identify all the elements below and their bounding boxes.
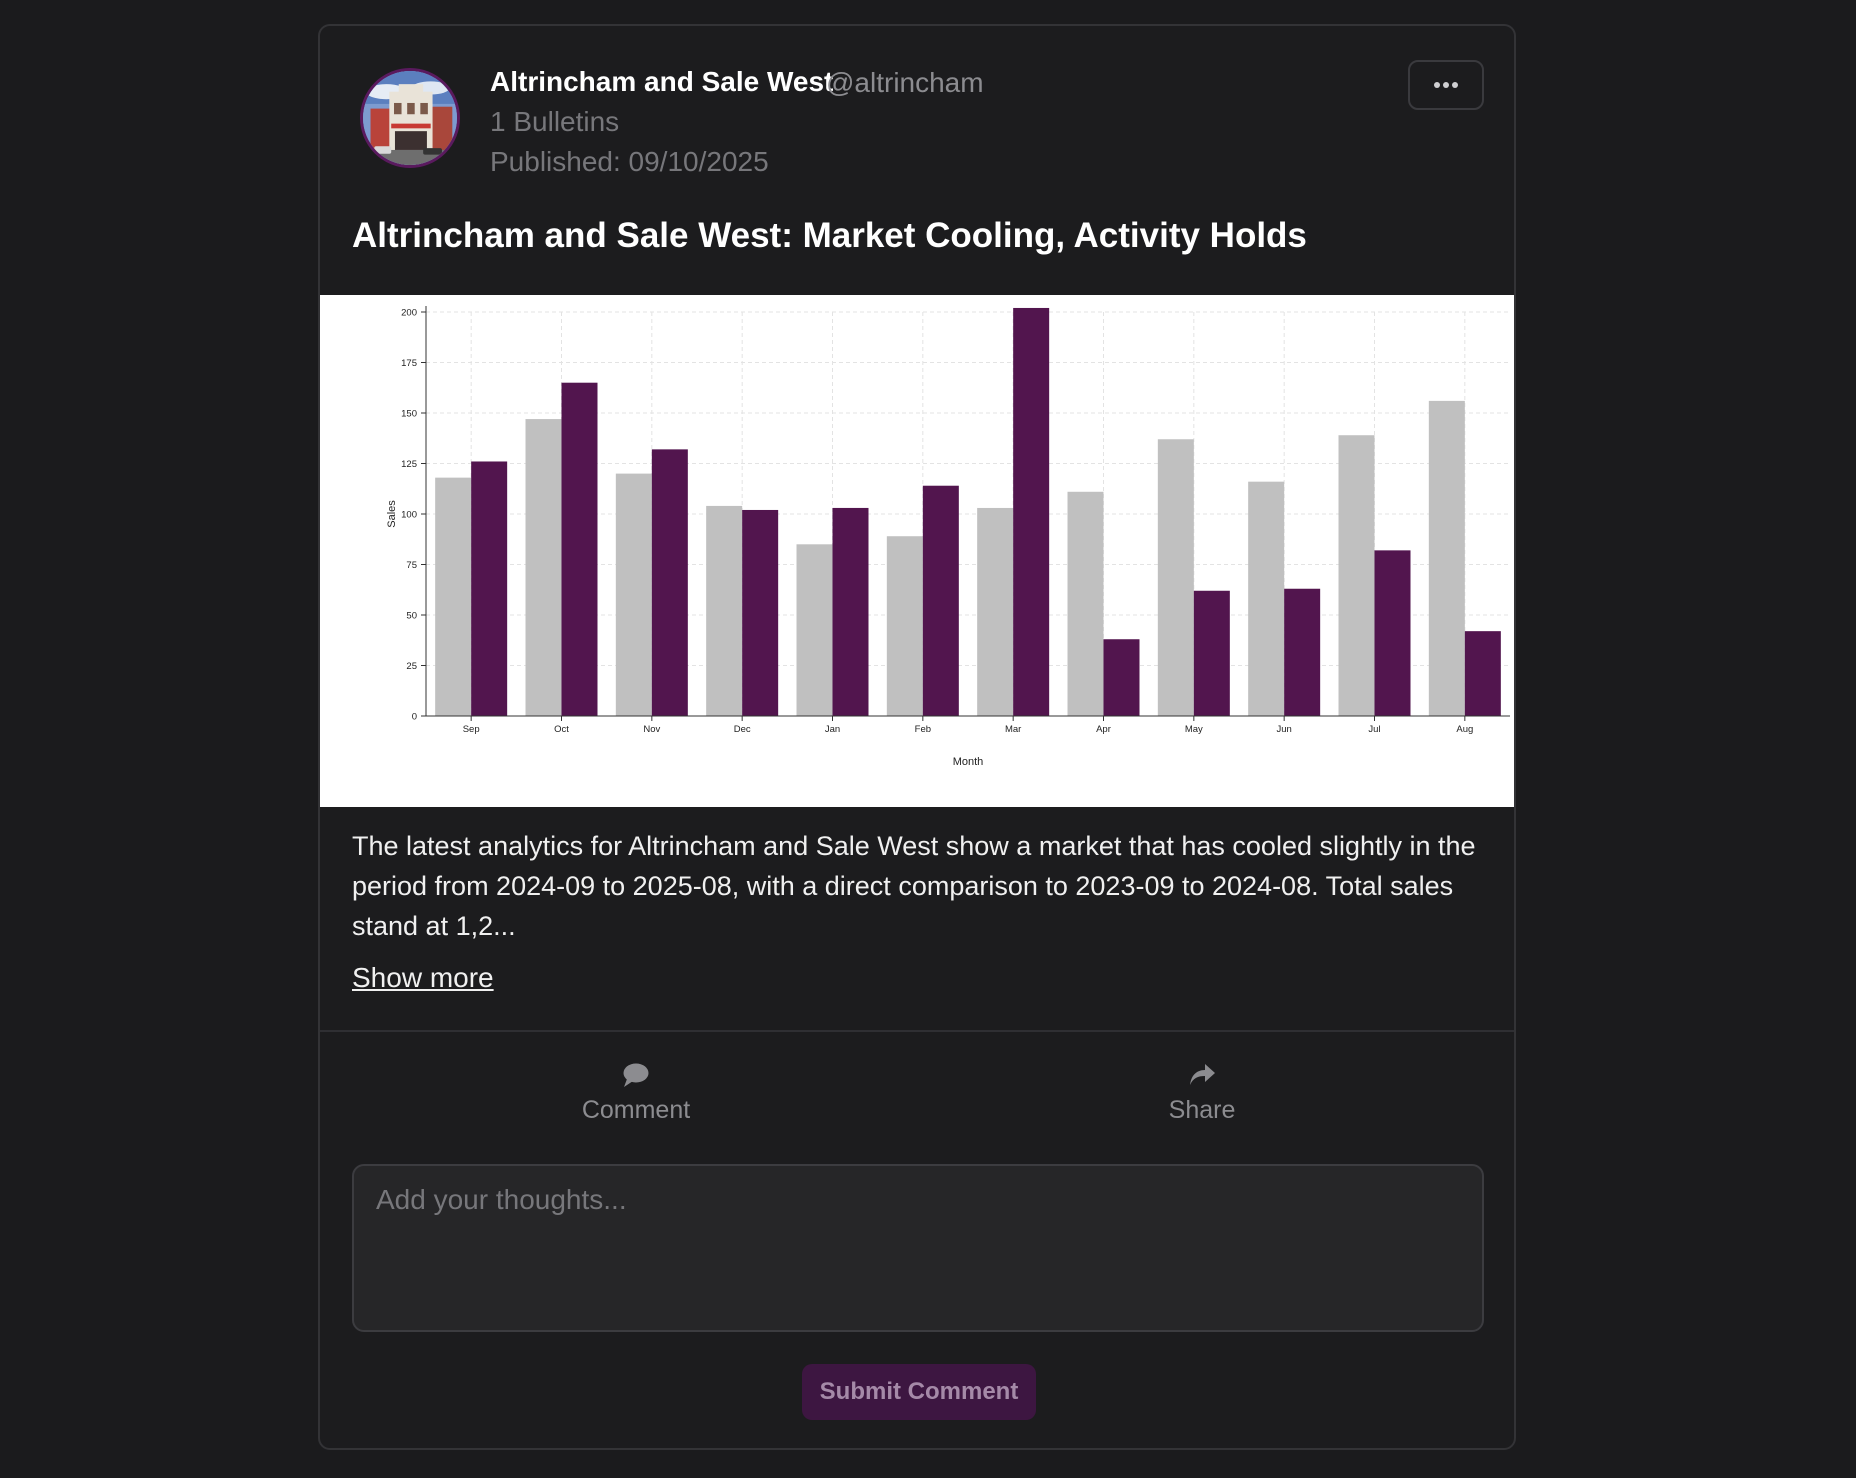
y-tick-label: 50 bbox=[406, 611, 417, 622]
bar-previous-period bbox=[886, 536, 923, 716]
bar-current-period bbox=[651, 449, 688, 716]
y-tick-label: 200 bbox=[401, 308, 417, 319]
author-handle[interactable]: @altrincham bbox=[826, 67, 984, 98]
y-tick-label: 25 bbox=[406, 661, 417, 672]
submit-comment-button[interactable]: Submit Comment bbox=[802, 1364, 1036, 1420]
post-header: Altrincham and Sale West @altrincham 1 B… bbox=[320, 26, 1514, 186]
bar-current-period bbox=[1374, 550, 1411, 716]
y-tick-label: 175 bbox=[401, 358, 417, 369]
share-arrow-icon bbox=[1190, 1064, 1215, 1085]
x-tick-label: Jul bbox=[1368, 724, 1380, 735]
bar-current-period bbox=[832, 507, 869, 716]
comment-action[interactable]: Comment bbox=[536, 1062, 736, 1125]
y-tick-label: 75 bbox=[406, 560, 417, 571]
y-tick-label: 100 bbox=[401, 510, 417, 521]
actions-divider bbox=[320, 1030, 1514, 1032]
bar-previous-period bbox=[706, 505, 743, 716]
x-tick-label: Aug bbox=[1456, 724, 1473, 735]
share-action-label: Share bbox=[1168, 1096, 1236, 1124]
x-axis-label: Month bbox=[953, 756, 984, 768]
bulletins-count: 1 Bulletins bbox=[490, 106, 620, 137]
bar-current-period bbox=[742, 509, 779, 716]
sales-chart: 0 25 50 75 100 125 150 175 200 Sep Oct Nov Dec Jan Feb… bbox=[320, 295, 1514, 807]
bar-previous-period bbox=[1067, 491, 1104, 716]
y-axis-label: Sales bbox=[386, 500, 398, 528]
bar-current-period bbox=[1193, 590, 1230, 716]
ellipsis-icon bbox=[1434, 82, 1458, 88]
bar-current-period bbox=[471, 461, 508, 716]
bar-previous-period bbox=[525, 419, 562, 716]
share-action[interactable]: Share bbox=[1102, 1062, 1302, 1125]
x-tick-label: Nov bbox=[643, 724, 660, 735]
bar-previous-period bbox=[615, 473, 652, 716]
y-tick-label: 150 bbox=[401, 409, 417, 420]
x-tick-label: Apr bbox=[1096, 724, 1111, 735]
speech-bubble-icon bbox=[623, 1063, 649, 1087]
post-body: The latest analytics for Altrincham and … bbox=[352, 831, 1476, 941]
y-tick-label: 125 bbox=[401, 459, 417, 470]
bar-current-period bbox=[1284, 588, 1321, 716]
bar-previous-period bbox=[1428, 400, 1465, 716]
x-tick-label: Mar bbox=[1005, 724, 1021, 735]
bar-previous-period bbox=[796, 544, 833, 716]
show-more-link[interactable]: Show more bbox=[352, 962, 494, 993]
bar-current-period bbox=[561, 382, 598, 716]
bar-previous-period bbox=[977, 507, 1014, 716]
x-tick-label: Oct bbox=[554, 724, 569, 735]
bar-current-period bbox=[922, 485, 959, 716]
more-options-button[interactable] bbox=[1408, 60, 1484, 110]
bar-previous-period bbox=[1338, 435, 1375, 716]
bar-current-period bbox=[1103, 639, 1140, 716]
x-tick-label: Feb bbox=[915, 724, 931, 735]
published-date: Published: 09/10/2025 bbox=[490, 146, 769, 177]
x-tick-label: Dec bbox=[734, 724, 751, 735]
bar-current-period bbox=[1464, 631, 1501, 716]
x-tick-label: Jan bbox=[825, 724, 840, 735]
author-name[interactable]: Altrincham and Sale West bbox=[490, 66, 834, 97]
sales-chart-svg: 0 25 50 75 100 125 150 175 200 Sep Oct Nov Dec Jan Feb… bbox=[386, 306, 1510, 768]
comment-input[interactable] bbox=[352, 1164, 1484, 1332]
bar-previous-period bbox=[435, 477, 472, 716]
post-title: Altrincham and Sale West: Market Cooling… bbox=[352, 216, 1307, 255]
bar-previous-period bbox=[1157, 439, 1194, 716]
bar-previous-period bbox=[1248, 481, 1285, 716]
comment-action-label: Comment bbox=[581, 1096, 691, 1124]
avatar[interactable] bbox=[360, 68, 460, 168]
x-tick-label: Sep bbox=[463, 724, 480, 735]
building-photo-icon bbox=[363, 71, 457, 165]
y-tick-label: 0 bbox=[412, 712, 417, 723]
x-tick-label: May bbox=[1185, 724, 1203, 735]
x-tick-label: Jun bbox=[1277, 724, 1292, 735]
bulletin-card: Altrincham and Sale West @altrincham 1 B… bbox=[318, 24, 1516, 1450]
bar-current-period bbox=[1013, 307, 1050, 716]
